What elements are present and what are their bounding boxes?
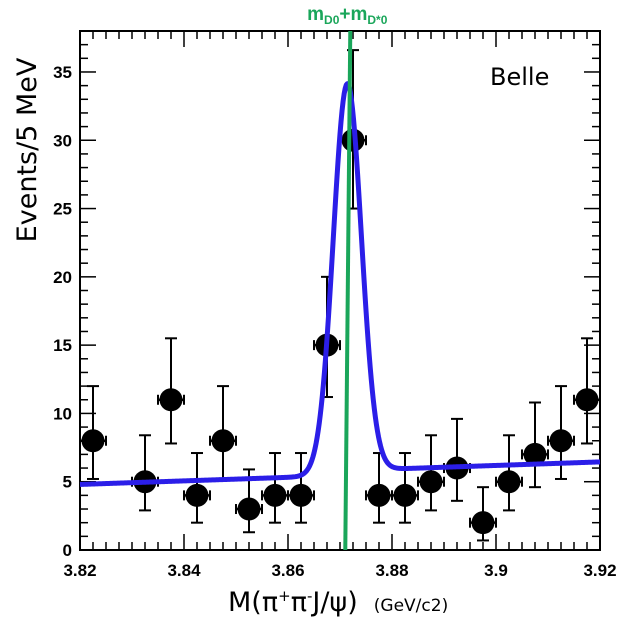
threshold-line	[343, 30, 353, 551]
y-tick-label: 35	[53, 63, 72, 82]
threshold-label-sub2: D*0	[367, 13, 387, 27]
threshold-label-sub1: D0	[324, 13, 340, 27]
data-point	[419, 470, 443, 494]
data-point	[367, 483, 391, 507]
experiment-label: Belle	[490, 63, 549, 91]
x-axis-title-plus: +	[278, 587, 291, 605]
y-tick-label: 25	[53, 200, 72, 219]
data-point	[523, 442, 547, 466]
x-axis-ticks	[79, 31, 601, 550]
data-point	[263, 483, 287, 507]
y-tick-labels: 0 5 10 15 20 25 30 35	[53, 63, 72, 560]
fit-curve	[78, 81, 602, 487]
x-tick-label: 3.82	[63, 561, 96, 580]
x-tick-label: 3.86	[271, 561, 304, 580]
threshold-label-plus: +	[339, 4, 350, 25]
data-point	[471, 511, 495, 535]
x-axis-title-rest: J/ψ)	[310, 587, 357, 618]
x-tick-label: 3.92	[583, 561, 616, 580]
data-point	[289, 483, 313, 507]
data-point	[549, 429, 573, 453]
y-tick-label: 10	[53, 404, 72, 423]
data-point	[211, 429, 235, 453]
x-tick-labels: 3.82 3.84 3.86 3.88 3.9 3.92	[63, 561, 616, 580]
x-tick-label: 3.84	[167, 561, 201, 580]
x-axis-title-pi2: π	[291, 587, 307, 618]
x-axis-title-minus: -	[307, 587, 312, 605]
y-axis-ticks	[80, 30, 600, 551]
x-tick-label: 3.88	[375, 561, 408, 580]
y-tick-label: 15	[53, 336, 72, 355]
threshold-label: mD0+mD*0	[307, 4, 388, 27]
x-axis-title: M(π+π-J/ψ) (GeV/c2)	[228, 587, 448, 618]
data-point	[497, 470, 521, 494]
y-tick-label: 0	[63, 541, 72, 560]
data-point	[159, 388, 183, 412]
data-point	[81, 429, 105, 453]
x-axis-title-unit: (GeV/c2)	[374, 596, 448, 616]
data-point	[185, 483, 209, 507]
data-point	[237, 497, 261, 521]
y-axis-title: Events/5 MeV	[12, 57, 43, 242]
x-axis-title-pi1: π	[262, 587, 278, 618]
threshold-label-m2: m	[350, 4, 367, 25]
y-tick-label: 20	[53, 268, 72, 287]
data-point	[393, 483, 417, 507]
data-points	[81, 128, 599, 535]
x-tick-label: 3.9	[484, 561, 508, 580]
threshold-label-m1: m	[307, 4, 324, 25]
data-point	[575, 388, 599, 412]
x-axis-title-main: M(	[228, 587, 262, 618]
y-tick-label: 5	[63, 473, 72, 492]
y-tick-label: 30	[53, 131, 72, 150]
